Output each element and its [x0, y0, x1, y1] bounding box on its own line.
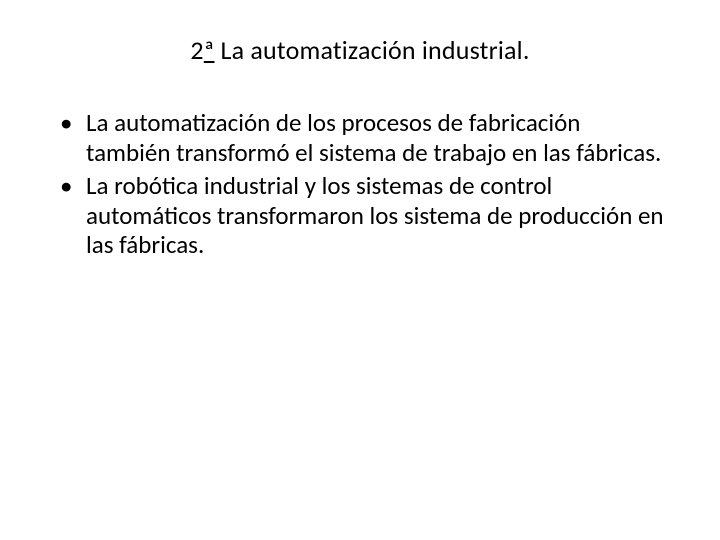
title-ordinal: ª [204, 34, 215, 66]
slide-title: 2ª La automatización industrial. [56, 34, 664, 66]
list-item: La robótica industrial y los sistemas de… [56, 171, 664, 260]
slide-body: La automatización de los procesos de fab… [56, 108, 664, 260]
bullet-text: La robótica industrial y los sistemas de… [86, 170, 664, 260]
title-text: La automatización industrial. [214, 34, 529, 66]
list-item: La automatización de los procesos de fab… [56, 108, 664, 167]
bullet-text: La automatización de los procesos de fab… [86, 107, 661, 168]
bullet-list: La automatización de los procesos de fab… [56, 108, 664, 260]
title-number: 2 [190, 34, 203, 66]
slide: 2ª La automatización industrial. La auto… [0, 0, 720, 540]
